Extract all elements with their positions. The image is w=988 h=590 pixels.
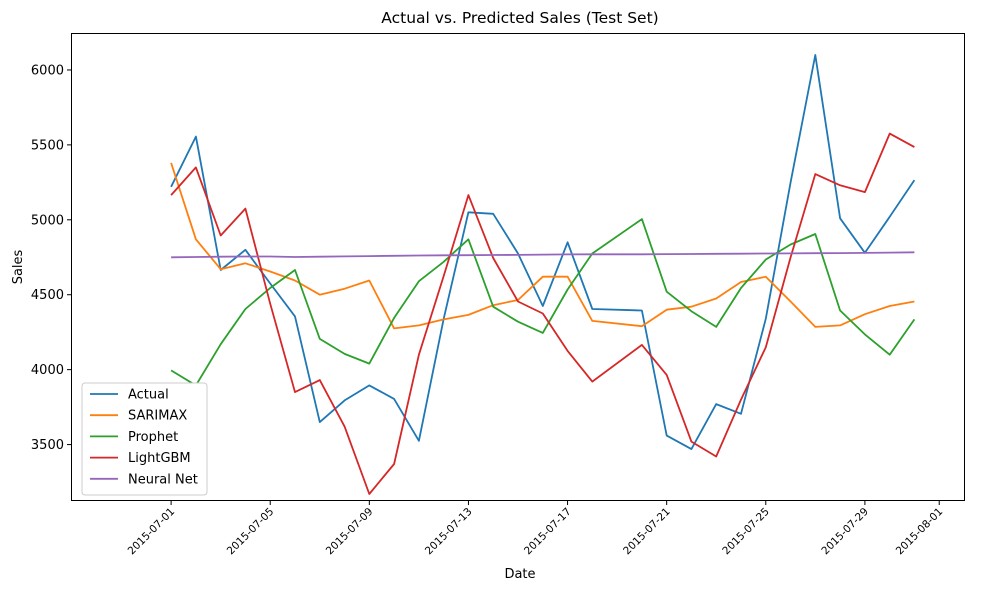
series-line-0	[170, 54, 916, 450]
legend-label: Actual	[128, 388, 169, 403]
legend-label: SARIMAX	[128, 409, 187, 424]
chart-title: Actual vs. Predicted Sales (Test Set)	[381, 9, 658, 27]
x-tick-label: 2015-07-09	[324, 506, 376, 558]
x-tick-label: 2015-07-25	[720, 506, 772, 558]
x-tick-label: 2015-08-01	[894, 506, 946, 558]
legend-label: Neural Net	[128, 472, 198, 487]
x-tick-label: 2015-07-17	[522, 506, 574, 558]
plot-frame	[71, 33, 965, 501]
legend-label: LightGBM	[128, 451, 191, 466]
legend-label: Prophet	[128, 430, 178, 445]
x-axis-ticks: 2015-07-01 2015-07-05 2015-07-09 2015-07-13…	[126, 500, 946, 558]
x-tick-label: 2015-07-29	[819, 506, 871, 558]
y-tick-label: 3500	[31, 438, 64, 453]
x-tick-label: 2015-07-13	[423, 506, 475, 558]
y-tick-label: 5500	[31, 138, 64, 153]
series-lines	[170, 54, 916, 495]
y-tick-label: 5000	[31, 213, 64, 228]
y-tick-label: 4500	[31, 288, 64, 303]
x-tick-label: 2015-07-01	[126, 506, 178, 558]
series-line-3	[170, 132, 915, 495]
y-axis-label: Sales	[11, 249, 26, 284]
series-line-1	[170, 162, 915, 330]
x-axis-label: Date	[504, 567, 535, 582]
y-tick-label: 4000	[31, 363, 64, 378]
y-tick-label: 6000	[31, 63, 64, 78]
series-line-4	[171, 251, 915, 259]
y-axis-ticks: 3500 4000 4500 5000 5500 6000	[31, 63, 72, 453]
x-tick-label: 2015-07-05	[225, 506, 277, 558]
series-line-2	[170, 218, 916, 387]
legend: Actual SARIMAX Prophet LightGBM Neural Net	[81, 382, 208, 496]
legend-box	[81, 382, 208, 496]
x-tick-label: 2015-07-21	[621, 506, 673, 558]
